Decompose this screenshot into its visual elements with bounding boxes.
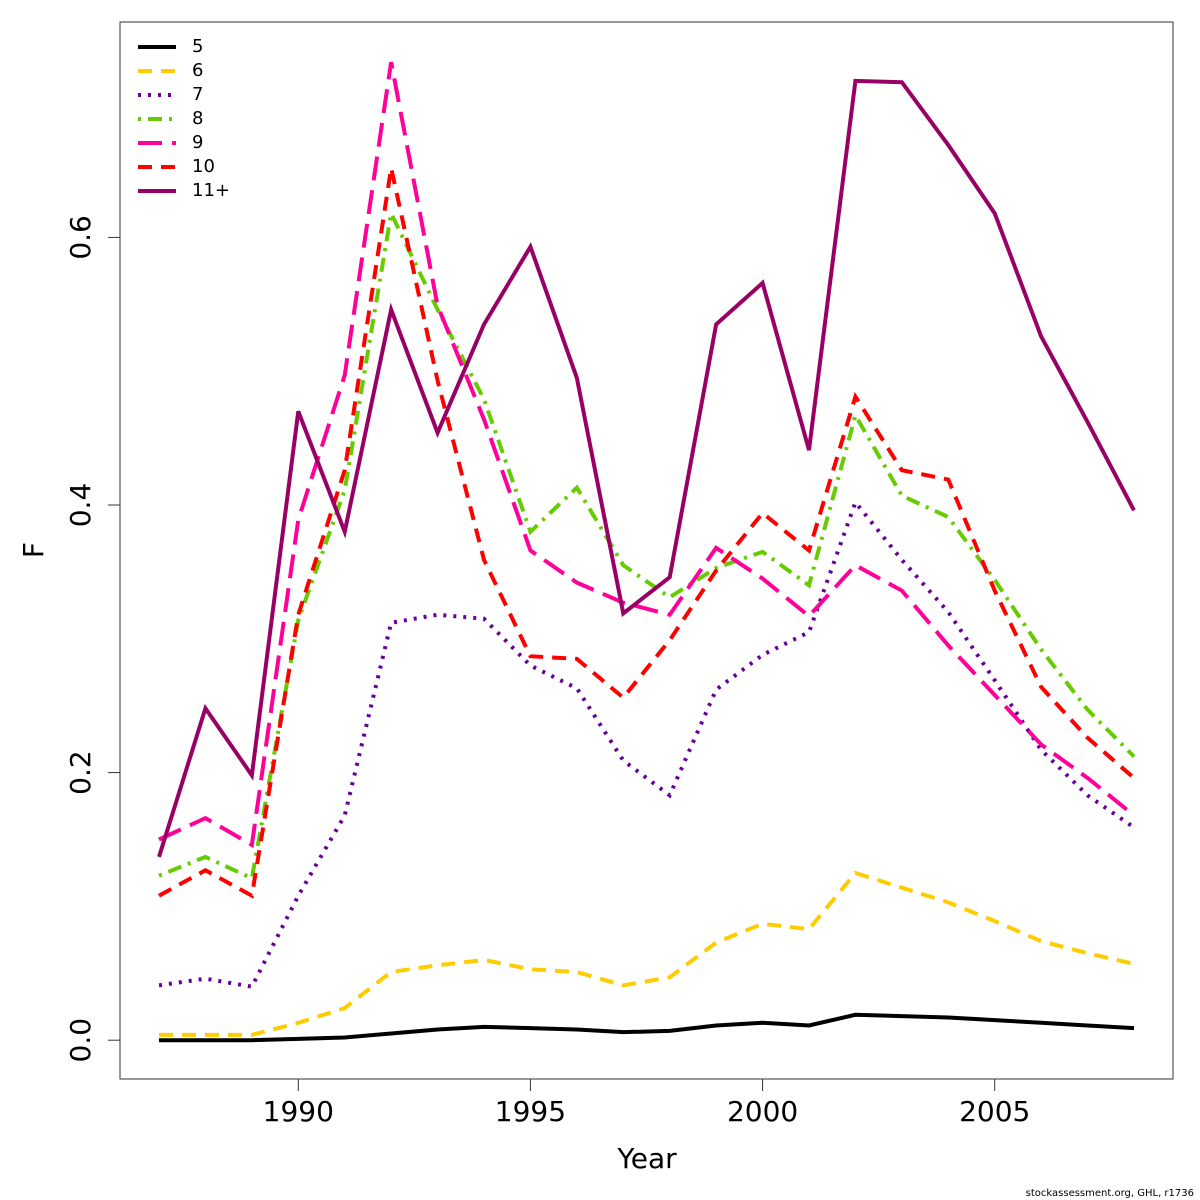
legend-label: 7 [192,84,203,105]
series-line [158,498,1136,989]
plot-box [119,21,1174,1080]
series-line [157,78,1136,858]
series-line [158,61,1136,849]
y-tick-label: 0.6 [64,215,97,260]
x-axis-title: Year [616,1142,677,1175]
series-line [158,206,1136,882]
y-tick-label: 0.2 [64,750,97,795]
footer: stockassessment.org, GHL, r1736 [1026,1188,1194,1199]
legend-label: 11+ [192,180,230,201]
legend-label: 10 [192,156,215,177]
y-tick-label: 0.0 [64,1018,97,1063]
x-tick-label: 2000 [727,1095,798,1128]
series-line [159,1012,1135,1043]
y-tick-label: 0.4 [64,483,97,528]
series-line [159,870,1135,1037]
legend-label: 5 [192,36,203,57]
legend-label: 8 [192,108,203,129]
x-tick-label: 1995 [495,1095,566,1128]
legend-label: 9 [192,132,203,153]
legend-label: 6 [192,60,203,81]
series-line [158,167,1136,899]
x-tick-label: 1990 [263,1095,334,1128]
x-tick-label: 2005 [959,1095,1030,1128]
y-axis-title: F [17,542,50,558]
